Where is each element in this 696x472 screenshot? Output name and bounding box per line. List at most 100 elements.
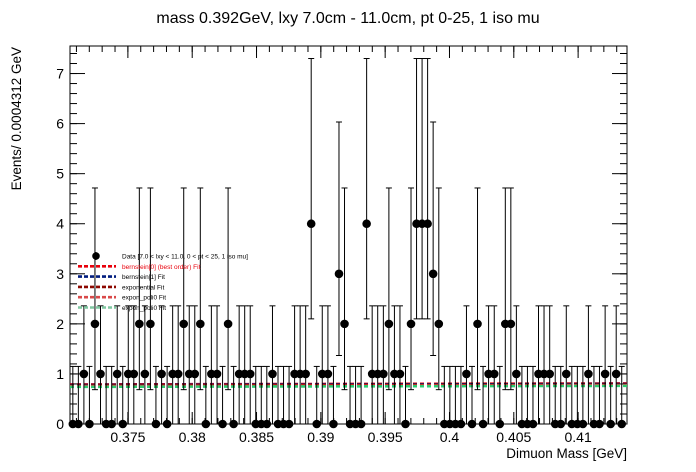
data-point [428, 269, 438, 279]
fit-line [69, 382, 628, 386]
data-point [606, 419, 615, 429]
data-point [595, 419, 604, 429]
data-point [356, 419, 366, 429]
legend-label: exponential Fit [122, 284, 164, 291]
data-point [406, 319, 416, 329]
data-point [74, 419, 83, 429]
data-point [268, 369, 277, 379]
data-point [362, 219, 371, 229]
x-tick-label: 0.385 [239, 429, 274, 445]
data-point [556, 419, 566, 429]
data-point [456, 419, 466, 429]
data-point [157, 369, 166, 379]
data-point [146, 319, 155, 329]
data-point [162, 419, 172, 429]
data-point [478, 419, 488, 429]
data-point [473, 319, 482, 329]
data-point [462, 369, 471, 379]
data-point [467, 419, 477, 429]
data-point [140, 369, 150, 379]
chart-title: mass 0.392GeV, lxy 7.0cm - 11.0cm, pt 0-… [156, 10, 539, 27]
x-tick-label: 0.4 [440, 429, 460, 445]
y-tick-label: 3 [56, 266, 64, 282]
data-point [112, 369, 122, 379]
x-tick-label: 0.395 [368, 429, 403, 445]
data-point [196, 319, 205, 329]
fit-line [69, 383, 628, 387]
legend-label: bernstein[0] (best order) Fit [122, 264, 201, 271]
x-tick-label: 0.38 [179, 429, 206, 445]
data-point [434, 319, 444, 329]
data-point [301, 369, 310, 379]
data-point [306, 219, 316, 229]
data-point [212, 369, 222, 379]
data-point [312, 419, 322, 429]
data-point [329, 419, 338, 429]
y-tick-label: 6 [56, 116, 64, 132]
data-point [284, 419, 294, 429]
data-point [173, 369, 183, 379]
plot-frame [69, 45, 628, 425]
x-tick-label: 0.375 [110, 429, 145, 445]
y-tick-label: 5 [56, 166, 64, 182]
data-point [201, 419, 211, 429]
data-point [129, 369, 139, 379]
x-tick-label: 0.41 [564, 429, 591, 445]
data-point [118, 419, 128, 429]
data-point [262, 419, 272, 429]
data-point [611, 369, 621, 379]
data-point [401, 419, 410, 429]
data-point [190, 369, 200, 379]
data-point [151, 419, 161, 429]
fit-line [69, 382, 628, 387]
legend-label: Data [7.0 < lxy < 11.0, 0 < pt < 25, 1 i… [122, 254, 248, 261]
y-tick-label: 2 [56, 316, 64, 332]
data-point [323, 369, 333, 379]
data-point [218, 419, 227, 429]
fit-line [69, 383, 628, 388]
data-point [79, 369, 89, 379]
data-point [512, 369, 521, 379]
data-point [584, 369, 593, 379]
data-point [90, 319, 100, 329]
x-tick-label: 0.39 [307, 429, 334, 445]
data-point [545, 369, 554, 379]
data-point [223, 319, 233, 329]
data-point [85, 419, 94, 429]
data-point [340, 319, 349, 329]
data-point [561, 369, 571, 379]
data-point [617, 419, 627, 429]
data-point [489, 369, 499, 379]
data-point [229, 419, 238, 429]
data-point [506, 319, 516, 329]
data-point [384, 319, 394, 329]
data-point [423, 219, 432, 229]
y-tick-label: 0 [56, 416, 64, 432]
legend-label: expon_poli0 Fit [122, 305, 166, 312]
data-point [334, 269, 344, 279]
data-point [379, 369, 388, 379]
data-point [245, 369, 255, 379]
data-point [528, 419, 538, 429]
data-point [179, 319, 189, 329]
legend-label: expon_poli0 Fit [122, 295, 166, 302]
data-point [107, 419, 116, 429]
x-axis-title: Dimuon Mass [GeV] [506, 446, 627, 461]
data-point [135, 319, 144, 329]
data-point [495, 419, 505, 429]
y-tick-label: 4 [56, 216, 64, 232]
data-point [96, 369, 105, 379]
x-tick-label: 0.405 [496, 429, 531, 445]
legend-swatch-point [92, 252, 100, 260]
data-point [578, 419, 588, 429]
legend: Data [7.0 < lxy < 11.0, 0 < pt < 25, 1 i… [78, 252, 248, 312]
fit-line [69, 384, 628, 389]
data-point [395, 369, 405, 379]
y-axis-title: Events/ 0.0004312 GeV [9, 47, 24, 190]
plot-area: 0.375 0.38 0.385 0.39 0.395 0.4 0.405 0.41 0 1 2 3 4… [56, 45, 628, 445]
y-tick-label: 1 [56, 366, 64, 382]
data-point [600, 369, 610, 379]
legend-label: bernstein[1] Fit [122, 274, 165, 281]
y-tick-label: 7 [56, 66, 64, 82]
